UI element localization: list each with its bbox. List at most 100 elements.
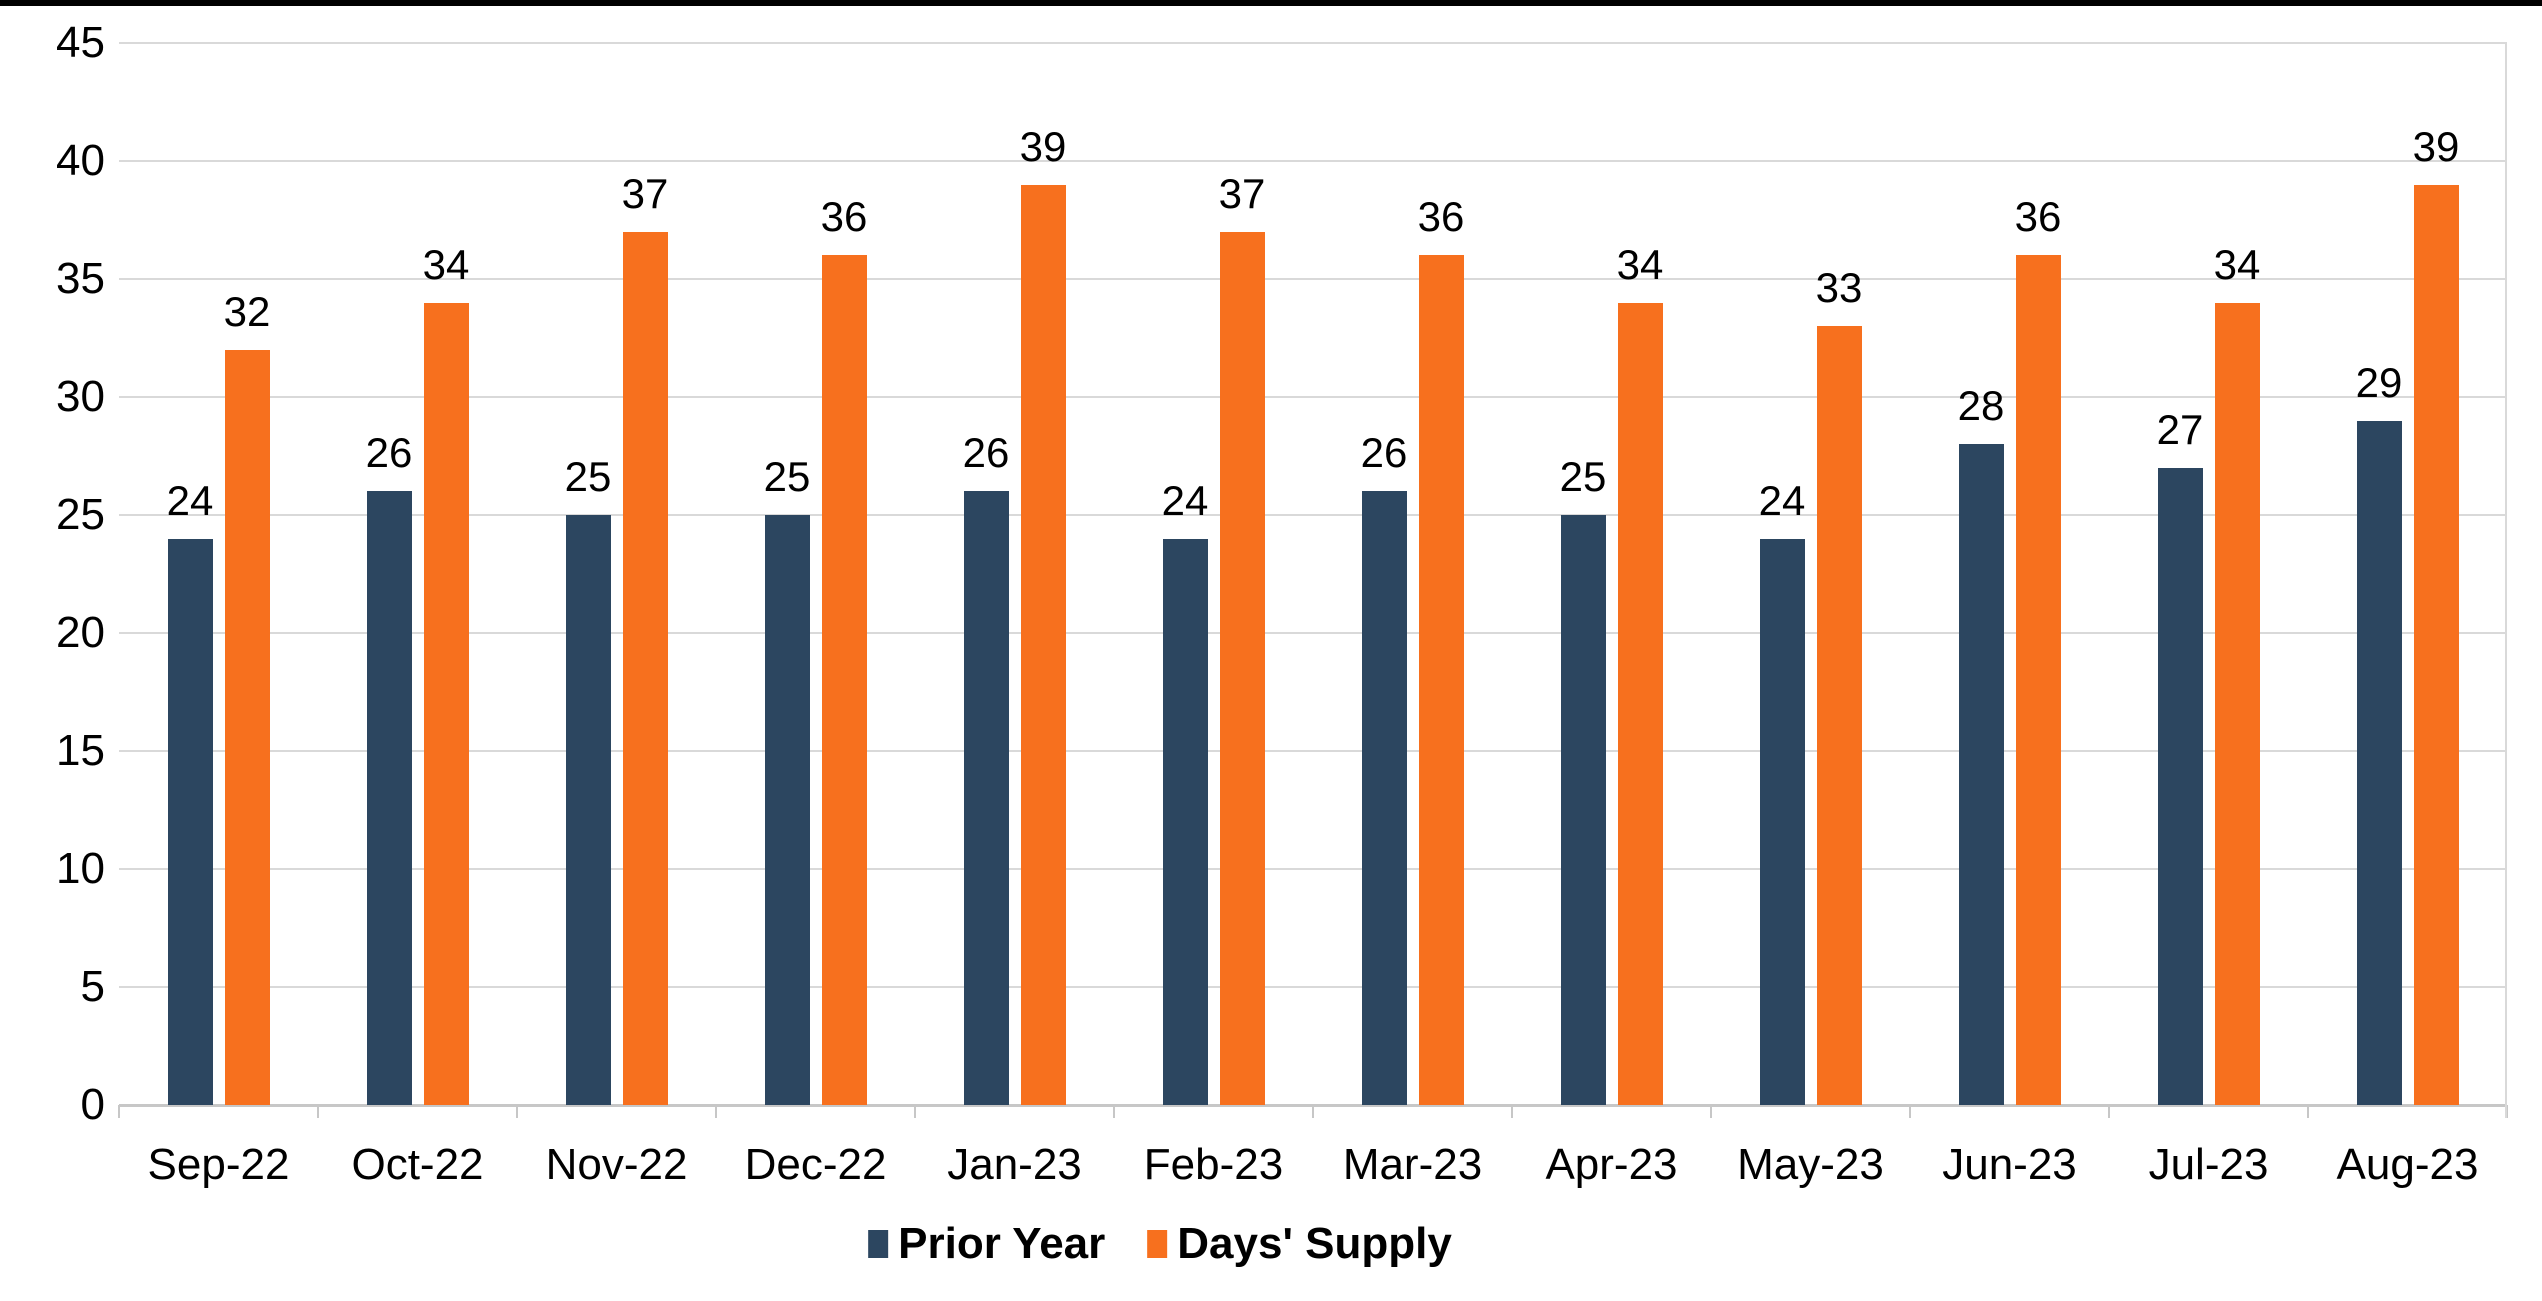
data-label-days-supply: 37 (1218, 169, 1266, 217)
y-axis-label: 10 (56, 844, 105, 893)
axis-tick (516, 1105, 518, 1118)
bar-prior-year (565, 515, 611, 1105)
legend-label-days-supply: Days' Supply (1177, 1219, 1452, 1268)
bar-days-supply (1816, 326, 1862, 1105)
y-axis-label: 40 (56, 136, 105, 185)
bar-prior-year (963, 491, 1009, 1105)
bar-prior-year (1958, 444, 2004, 1105)
axis-tick (1909, 1105, 1911, 1118)
bar-prior-year (1361, 491, 1407, 1105)
legend: Prior Year Days' Supply (868, 1220, 1452, 1268)
bar-days-supply (2214, 302, 2260, 1105)
x-axis-label: Mar-23 (1342, 1140, 1483, 1189)
axis-tick (914, 1105, 916, 1118)
x-axis-label: Jan-23 (947, 1140, 1082, 1189)
gridline (119, 986, 2507, 988)
y-axis-label: 25 (56, 490, 105, 539)
x-axis-label: May-23 (1737, 1140, 1884, 1189)
x-axis-label: Aug-23 (2336, 1140, 2479, 1189)
data-label-days-supply: 34 (1616, 240, 1664, 288)
bar-prior-year (167, 538, 213, 1105)
gridline (119, 396, 2507, 398)
gridline (119, 160, 2507, 162)
bar-days-supply (2015, 255, 2061, 1105)
y-axis-label: 35 (56, 254, 105, 303)
data-label-days-supply: 39 (2412, 122, 2460, 170)
bar-prior-year (1560, 515, 1606, 1105)
data-label-prior-year: 25 (564, 453, 612, 500)
data-label-prior-year: 29 (2355, 358, 2403, 406)
data-label-prior-year: 24 (166, 476, 214, 524)
legend-item-prior-year: Prior Year (868, 1220, 1105, 1268)
axis-tick (2307, 1105, 2309, 1118)
data-label-prior-year: 27 (2156, 405, 2204, 453)
bar-prior-year (2157, 467, 2203, 1105)
bar-days-supply (622, 231, 668, 1105)
y-axis-label: 5 (80, 962, 105, 1011)
bar-prior-year (366, 491, 412, 1105)
axis-tick (715, 1105, 717, 1118)
x-axis-label: Jun-23 (1942, 1140, 2077, 1189)
axis-tick (1113, 1105, 1115, 1118)
data-label-prior-year: 26 (962, 429, 1010, 477)
data-label-prior-year: 26 (1360, 429, 1408, 477)
data-label-days-supply: 37 (621, 169, 669, 217)
window-top-border (0, 0, 2542, 6)
data-label-prior-year: 24 (1161, 476, 1209, 524)
data-label-days-supply: 33 (1815, 264, 1863, 312)
data-label-days-supply: 34 (422, 240, 470, 288)
axis-tick (317, 1105, 319, 1118)
bar-days-supply (2413, 184, 2459, 1105)
x-axis-label: Jul-23 (2148, 1140, 2269, 1189)
legend-item-days-supply: Days' Supply (1147, 1220, 1452, 1268)
y-axis-label: 0 (80, 1080, 105, 1129)
data-label-days-supply: 34 (2213, 240, 2261, 288)
data-label-prior-year: 25 (1559, 453, 1607, 500)
bar-prior-year (1759, 538, 1805, 1105)
gridline (119, 278, 2507, 280)
gridline (119, 42, 2507, 44)
x-axis-label: Oct-22 (351, 1140, 484, 1189)
data-label-prior-year: 25 (763, 453, 811, 500)
data-label-prior-year: 24 (1758, 476, 1806, 524)
gridline (119, 514, 2507, 516)
gridline (119, 868, 2507, 870)
data-label-prior-year: 28 (1957, 382, 2005, 430)
legend-swatch-days-supply (1147, 1230, 1168, 1258)
axis-tick (2108, 1105, 2110, 1118)
axis-tick (1312, 1105, 1314, 1118)
y-axis-label: 15 (56, 726, 105, 775)
legend-swatch-prior-year (868, 1230, 889, 1258)
data-label-days-supply: 32 (223, 287, 271, 335)
x-axis-label: Feb-23 (1143, 1140, 1284, 1189)
bar-days-supply (821, 255, 867, 1105)
plot-right-border (2505, 43, 2507, 1118)
bar-days-supply (1219, 231, 1265, 1105)
bar-days-supply (224, 349, 270, 1105)
gridline (119, 750, 2507, 752)
bar-prior-year (1162, 538, 1208, 1105)
axis-tick (2506, 1105, 2508, 1118)
axis-tick (1710, 1105, 1712, 1118)
bar-days-supply (1020, 184, 1066, 1105)
x-axis-label: Dec-22 (744, 1140, 887, 1189)
axis-tick (118, 1105, 120, 1118)
legend-label-prior-year: Prior Year (898, 1219, 1106, 1268)
bar-days-supply (1418, 255, 1464, 1105)
x-axis-label: Nov-22 (545, 1140, 688, 1189)
bar-prior-year (2356, 420, 2402, 1105)
y-axis-label: 30 (56, 372, 105, 421)
bar-days-supply (423, 302, 469, 1105)
y-axis-label: 45 (56, 18, 105, 67)
gridline (119, 632, 2507, 634)
data-label-prior-year: 26 (365, 429, 413, 477)
x-axis-label: Apr-23 (1545, 1140, 1678, 1189)
data-label-days-supply: 36 (1417, 193, 1465, 241)
x-axis-label: Sep-22 (147, 1140, 290, 1189)
data-label-days-supply: 39 (1019, 122, 1067, 170)
y-axis-label: 20 (56, 608, 105, 657)
data-label-days-supply: 36 (2014, 193, 2062, 241)
data-label-days-supply: 36 (820, 193, 868, 241)
